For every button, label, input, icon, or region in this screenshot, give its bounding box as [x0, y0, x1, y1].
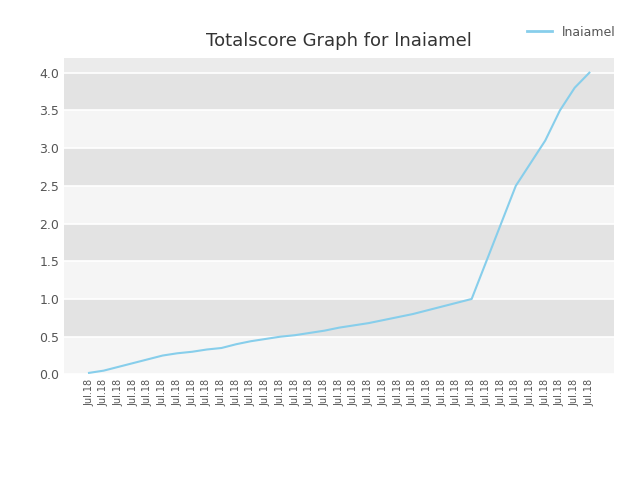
- Bar: [64, 186, 614, 224]
- Bar: [64, 336, 614, 374]
- lnaiamel: [571, 85, 579, 91]
- lnaiamel: [380, 317, 387, 323]
- lnaiamel: [541, 138, 549, 144]
- lnaiamel: [365, 320, 372, 326]
- lnaiamel: [438, 304, 446, 310]
- lnaiamel: [173, 350, 181, 356]
- lnaiamel: [247, 338, 255, 344]
- lnaiamel: [159, 353, 166, 359]
- lnaiamel: [468, 296, 476, 302]
- lnaiamel: [129, 360, 137, 366]
- lnaiamel: [218, 345, 225, 351]
- lnaiamel: [527, 160, 534, 166]
- Legend: lnaiamel: lnaiamel: [522, 21, 621, 44]
- lnaiamel: [188, 349, 196, 355]
- lnaiamel: [306, 330, 314, 336]
- lnaiamel: [276, 334, 284, 339]
- lnaiamel: [512, 183, 520, 189]
- lnaiamel: [483, 258, 490, 264]
- lnaiamel: [144, 357, 152, 362]
- lnaiamel: [232, 341, 240, 347]
- Bar: [64, 148, 614, 186]
- lnaiamel: [85, 370, 93, 376]
- Bar: [64, 110, 614, 148]
- lnaiamel: [424, 307, 431, 313]
- lnaiamel: [335, 325, 343, 331]
- lnaiamel: [586, 70, 593, 75]
- lnaiamel: [291, 332, 299, 338]
- lnaiamel: [115, 364, 122, 370]
- lnaiamel: [556, 108, 564, 113]
- lnaiamel: [203, 347, 211, 352]
- lnaiamel: [100, 368, 108, 373]
- Bar: [64, 261, 614, 299]
- Bar: [64, 72, 614, 110]
- lnaiamel: [262, 336, 269, 342]
- lnaiamel: [350, 323, 358, 328]
- Bar: [64, 299, 614, 336]
- Bar: [64, 224, 614, 261]
- lnaiamel: [321, 328, 328, 334]
- lnaiamel: [409, 311, 417, 317]
- Line: lnaiamel: lnaiamel: [89, 72, 589, 373]
- lnaiamel: [497, 221, 505, 227]
- lnaiamel: [394, 314, 402, 320]
- lnaiamel: [453, 300, 461, 306]
- Title: Totalscore Graph for lnaiamel: Totalscore Graph for lnaiamel: [206, 33, 472, 50]
